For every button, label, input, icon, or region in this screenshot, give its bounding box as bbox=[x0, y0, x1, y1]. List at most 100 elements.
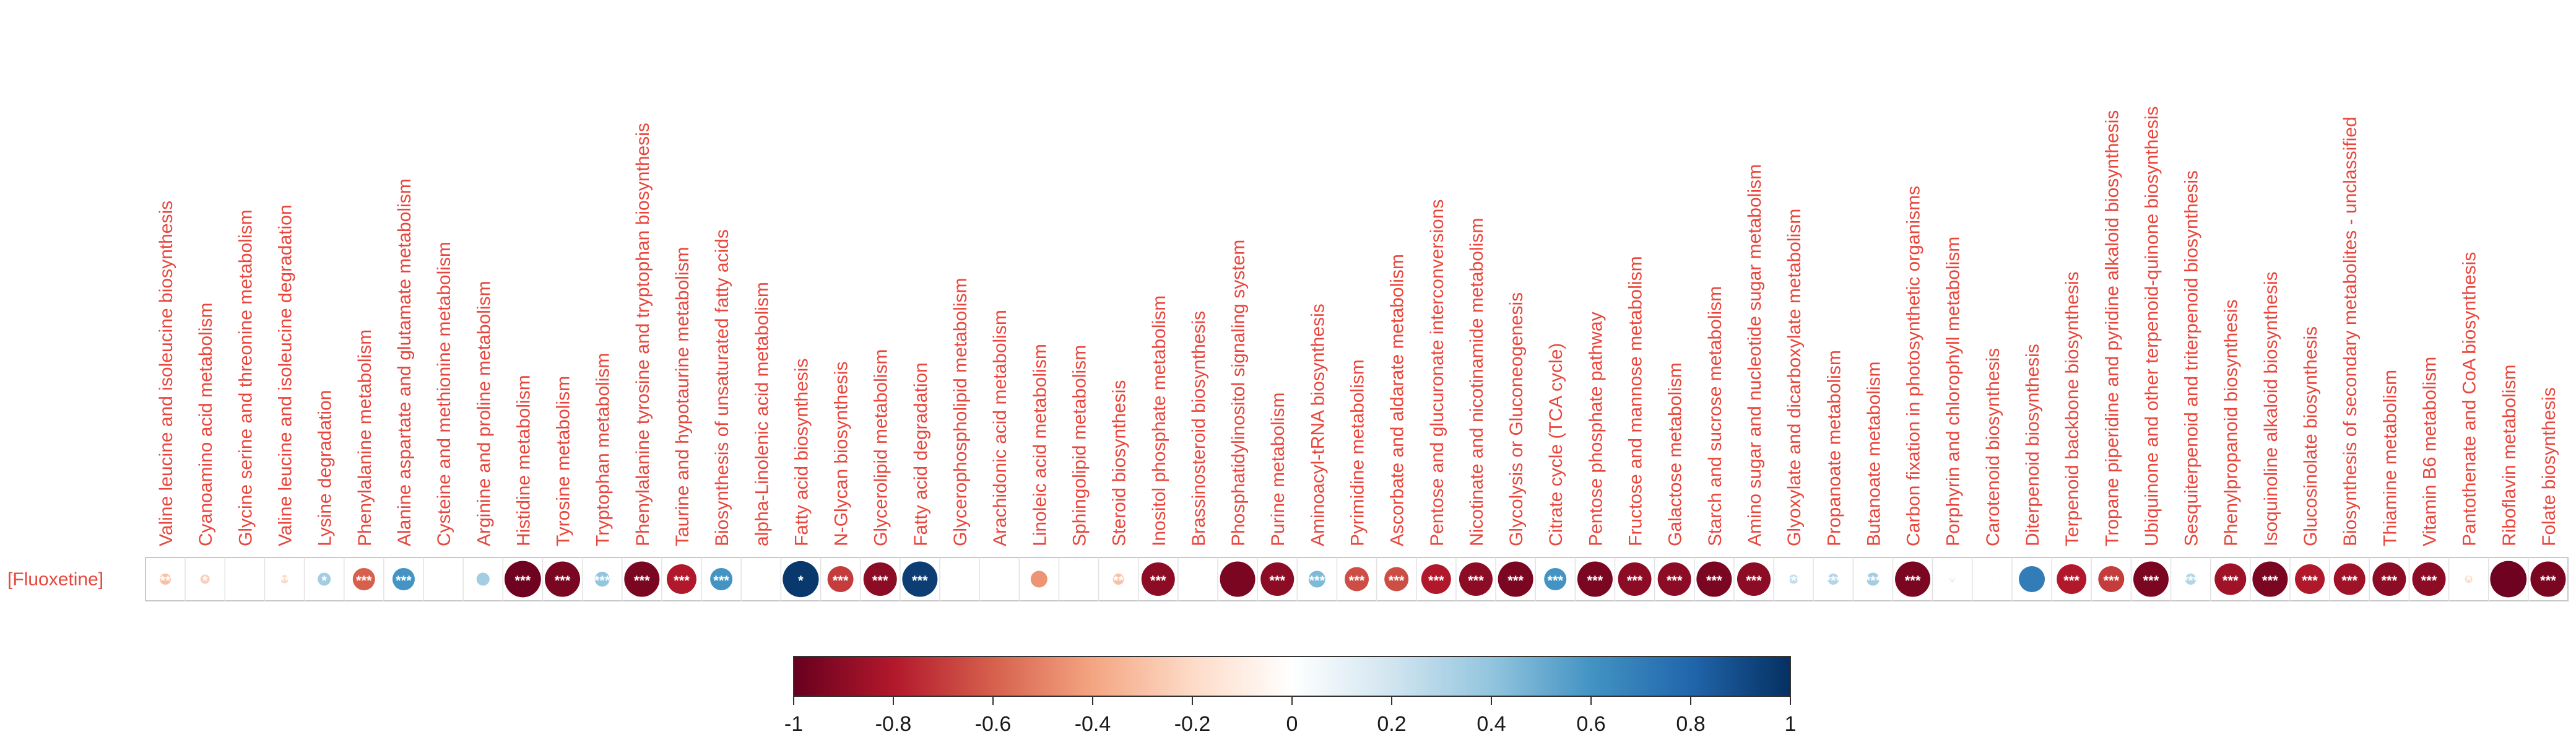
column-label: Diterpenoid biosynthesis bbox=[2023, 344, 2043, 546]
column-label: Starch and sucrose metabolism bbox=[1705, 286, 1725, 546]
column-label: Pantothenate and CoA biosynthesis bbox=[2460, 252, 2480, 546]
significance-label: *** bbox=[555, 573, 571, 588]
correlation-dot bbox=[352, 568, 375, 590]
correlation-dot bbox=[318, 572, 331, 586]
colorbar-tick-label: 0.2 bbox=[1377, 712, 1406, 736]
column-label: Carbon fixation in photosynthetic organi… bbox=[1904, 186, 1924, 546]
column-label: Butanoate metabolism bbox=[1863, 361, 1884, 546]
colorbar-ticks: -1 -0.8 -0.6 -0.4 -0.2 0 0.2 0.4 0.6 0.8 1 bbox=[784, 696, 1797, 736]
correlation-dot bbox=[783, 561, 819, 598]
colorbar-tick-label: 1 bbox=[1785, 712, 1797, 736]
column-label: Fructose and mannose metabolism bbox=[1626, 256, 1646, 546]
significance-label: *** bbox=[1706, 573, 1722, 588]
correlation-dot bbox=[1345, 567, 1369, 592]
colorbar-tick-label: -0.6 bbox=[975, 712, 1012, 736]
correlation-dot bbox=[863, 562, 897, 596]
colorbar bbox=[793, 656, 1791, 697]
column-label: Valine leucine and isoleucine degradatio… bbox=[275, 204, 296, 546]
correlation-dot bbox=[392, 568, 415, 590]
correlation-dot bbox=[1421, 564, 1451, 594]
colorbar-tick-label: 0.6 bbox=[1576, 712, 1605, 736]
correlation-dot bbox=[1895, 561, 1931, 597]
significance-label: * bbox=[242, 573, 248, 588]
correlation-dot bbox=[1991, 578, 1993, 580]
column-label: Alanine aspartate and glutamate metaboli… bbox=[394, 178, 415, 546]
correlation-dot bbox=[200, 574, 210, 584]
column-label: Sesquiterpenoid and triterpenoid biosynt… bbox=[2182, 170, 2202, 546]
significance-label: *** bbox=[2223, 573, 2239, 588]
significance-label: *** bbox=[1150, 573, 1166, 588]
column-label: Phosphatidylinositol signaling system bbox=[1228, 240, 1249, 546]
column-label: Pentose and glucuronate interconversions bbox=[1427, 199, 1447, 546]
significance-label: *** bbox=[1785, 573, 1802, 588]
correlation-dot bbox=[2372, 562, 2406, 596]
column-label: Brassinosteroid biosynthesis bbox=[1189, 311, 1209, 546]
significance-label: *** bbox=[1547, 573, 1563, 588]
significance-label: * bbox=[2466, 573, 2471, 588]
grid-frame bbox=[145, 557, 2569, 601]
significance-label: * bbox=[321, 573, 327, 588]
significance-label: *** bbox=[1825, 573, 1841, 588]
column-label: Arachidonic acid metabolism bbox=[990, 310, 1010, 546]
column-label: Tropane piperidine and pyridine alkaloid… bbox=[2102, 110, 2122, 546]
significance-label: *** bbox=[2143, 573, 2159, 588]
colorbar-tick-label: -0.8 bbox=[875, 712, 912, 736]
significance-label: *** bbox=[1905, 573, 1921, 588]
correlation-dot bbox=[1030, 570, 1047, 588]
column-label: Biosynthesis of unsaturated fatty acids bbox=[712, 229, 732, 546]
correlation-dot bbox=[594, 572, 610, 587]
correlation-dot bbox=[2490, 561, 2527, 598]
column-label: Porphyrin and chlorophyll metabolism bbox=[1943, 237, 1964, 546]
correlation-dot bbox=[1384, 567, 1409, 592]
column-label: alpha-Linolenic acid metabolism bbox=[752, 282, 772, 546]
column-label: Carotenoid biosynthesis bbox=[1983, 348, 2003, 546]
significance-label: ** bbox=[160, 573, 171, 588]
correlation-dot bbox=[624, 561, 660, 597]
significance-label: *** bbox=[1269, 573, 1285, 588]
significance-label: *** bbox=[1865, 573, 1881, 588]
significance-label: *** bbox=[2063, 573, 2079, 588]
correlation-dot bbox=[476, 572, 490, 586]
correlation-dot bbox=[2019, 566, 2045, 592]
significance-label: * bbox=[1949, 573, 1955, 588]
correlation-dot bbox=[505, 561, 541, 598]
correlation-dot bbox=[2530, 561, 2566, 597]
column-label: Ascorbate and aldarate metabolism bbox=[1387, 254, 1408, 546]
colorbar-tick-label: 0.8 bbox=[1676, 712, 1705, 736]
correlation-dot bbox=[1789, 574, 1798, 584]
column-label: Biosynthesis of secondary metabolites - … bbox=[2340, 116, 2361, 546]
column-label: Pyrimidine metabolism bbox=[1348, 359, 1368, 546]
column-label: Pentose phosphate pathway bbox=[1585, 312, 1606, 546]
column-label: Isoquinoline alkaloid biosynthesis bbox=[2261, 271, 2281, 546]
correlation-dot bbox=[666, 564, 696, 594]
column-label: Propanoate metabolism bbox=[1824, 350, 1844, 546]
column-label: Glucosinolate biosynthesis bbox=[2301, 326, 2321, 546]
colorbar-tick-label: -0.2 bbox=[1174, 712, 1211, 736]
correlation-dot bbox=[1112, 574, 1124, 585]
correlation-dot bbox=[1828, 574, 1839, 585]
significance-label: * bbox=[202, 573, 208, 588]
dots: ** * * ** * *** *** *** *** *** *** *** *** * *** *** **… bbox=[160, 561, 2566, 598]
significance-label: *** bbox=[1587, 573, 1603, 588]
column-label: Glycolysis or Gluconeogenesis bbox=[1506, 292, 1527, 546]
significance-label: *** bbox=[1428, 573, 1444, 588]
correlation-dot bbox=[1949, 576, 1956, 582]
row-label: [Fluoxetine] bbox=[7, 569, 103, 590]
column-label: Nicotinate and nicotinamide metabolism bbox=[1467, 218, 1487, 546]
correlation-dot bbox=[1866, 572, 1880, 586]
significance-label: *** bbox=[396, 573, 412, 588]
column-label: Lysine degradation bbox=[315, 390, 336, 546]
column-label: Riboflavin metabolism bbox=[2499, 365, 2520, 546]
significance-label: ** bbox=[1113, 573, 1124, 588]
significance-label: *** bbox=[1468, 573, 1484, 588]
correlation-dot bbox=[1498, 561, 1533, 597]
column-label: Purine metabolism bbox=[1268, 393, 1288, 546]
column-label: Taurine and hypotaurine metabolism bbox=[672, 247, 693, 546]
correlation-dot bbox=[2465, 575, 2473, 583]
correlation-dot bbox=[1308, 570, 1325, 588]
column-label: Arginine and proline metabolism bbox=[474, 281, 494, 546]
correlation-dot bbox=[1260, 562, 1295, 596]
significance-label: * bbox=[798, 573, 804, 588]
significance-label: *** bbox=[2341, 573, 2357, 588]
